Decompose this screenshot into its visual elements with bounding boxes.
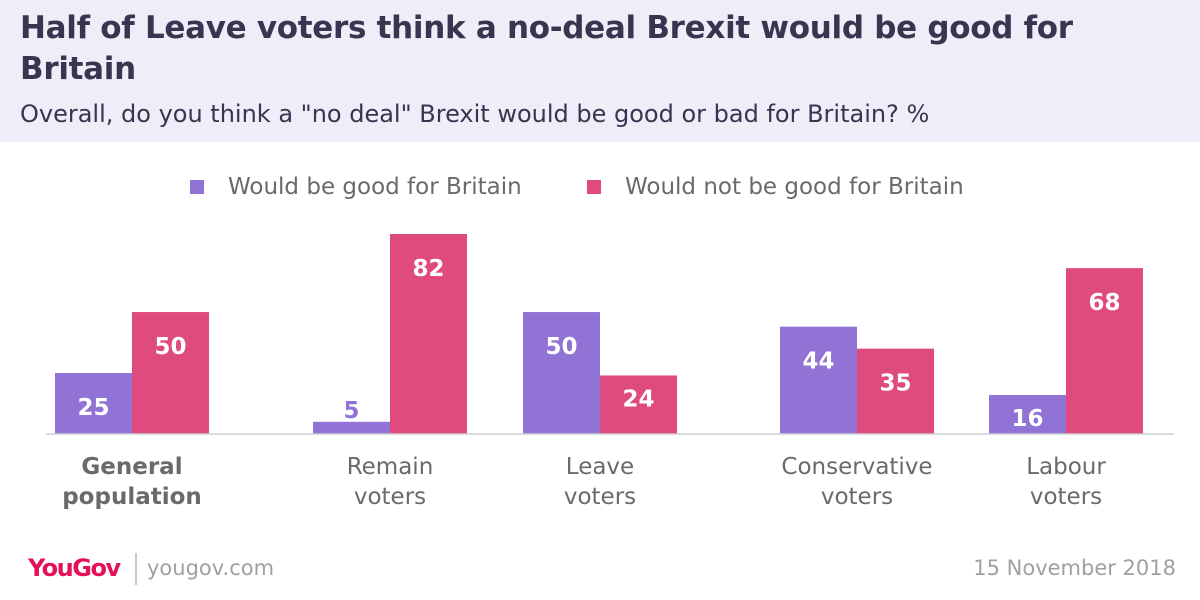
bar <box>132 312 209 434</box>
bar <box>55 373 132 434</box>
chart-subtitle: Overall, do you think a "no deal" Brexit… <box>20 100 930 128</box>
data-label: 25 <box>77 395 109 421</box>
legend-label: Would not be good for Britain <box>625 174 964 200</box>
data-label: 24 <box>622 386 654 412</box>
category-label: population <box>62 484 202 510</box>
category-label: voters <box>821 484 893 510</box>
legend-swatch <box>587 180 601 194</box>
data-label: 68 <box>1088 290 1120 316</box>
bar <box>390 234 467 434</box>
category-label: voters <box>564 484 636 510</box>
chart-title: Half of Leave voters think a no-deal Bre… <box>20 10 1073 87</box>
data-label: 50 <box>545 334 577 360</box>
bar <box>780 326 857 434</box>
bar <box>1066 268 1143 434</box>
category-label: Conservative <box>781 454 932 480</box>
bar <box>523 312 600 434</box>
data-label: 44 <box>802 349 834 375</box>
category-label: voters <box>354 484 426 510</box>
category-label: Labour <box>1026 454 1106 480</box>
bar <box>857 348 934 434</box>
data-label: 50 <box>154 334 186 360</box>
category-label: Remain <box>347 454 434 480</box>
data-label: 5 <box>343 398 359 424</box>
legend-label: Would be good for Britain <box>228 174 522 200</box>
legend-swatch <box>190 180 204 194</box>
data-label: 16 <box>1011 406 1043 432</box>
category-label: General <box>81 454 182 480</box>
data-label: 82 <box>412 256 444 282</box>
data-label: 35 <box>879 371 911 397</box>
footer-date: 15 November 2018 <box>973 556 1176 580</box>
category-label: Leave <box>566 454 634 480</box>
header: Half of Leave voters think a no-deal Bre… <box>0 0 1200 142</box>
bar <box>989 394 1066 434</box>
category-label: voters <box>1030 484 1102 510</box>
bar <box>600 375 677 434</box>
bar-chart: Would be good for Britain Would not be go… <box>46 174 1174 510</box>
footer-divider <box>135 553 137 585</box>
yougov-logo: YouGov <box>28 554 121 582</box>
bar <box>313 421 390 434</box>
footer-site: yougov.com <box>147 556 275 580</box>
